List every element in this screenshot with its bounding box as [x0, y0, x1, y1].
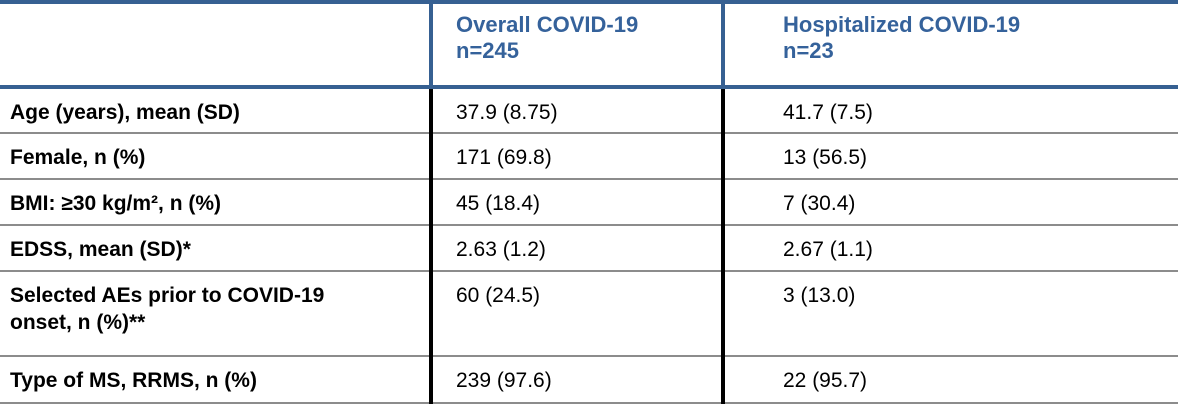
row-label: Female, n (%)	[0, 133, 431, 180]
comparison-table: Overall COVID-19 n=245 Hospitalized COVI…	[0, 0, 1178, 404]
column-header-overall-n: n=245	[456, 38, 519, 63]
hospitalized-value: 3 (13.0)	[721, 271, 1178, 357]
overall-value: 2.63 (1.2)	[429, 225, 723, 272]
column-header-overall-title: Overall COVID-19	[456, 12, 639, 37]
overall-value: 45 (18.4)	[429, 179, 723, 226]
overall-value: 239 (97.6)	[429, 356, 723, 404]
table-row: Age (years), mean (SD) 37.9 (8.75) 41.7 …	[0, 87, 1178, 134]
overall-value: 60 (24.5)	[429, 271, 723, 357]
hospitalized-value: 22 (95.7)	[721, 356, 1178, 404]
overall-value: 171 (69.8)	[429, 133, 723, 180]
table-row: Female, n (%) 171 (69.8) 13 (56.5)	[0, 133, 1178, 180]
row-label: EDSS, mean (SD)*	[0, 225, 431, 272]
header-row: Overall COVID-19 n=245 Hospitalized COVI…	[0, 2, 1178, 89]
hospitalized-value: 13 (56.5)	[721, 133, 1178, 180]
table-header: Overall COVID-19 n=245 Hospitalized COVI…	[0, 2, 1178, 89]
table-row: Type of MS, RRMS, n (%) 239 (97.6) 22 (9…	[0, 356, 1178, 404]
row-label: Selected AEs prior to COVID-19 onset, n …	[0, 271, 431, 357]
hospitalized-value: 2.67 (1.1)	[721, 225, 1178, 272]
column-header-overall: Overall COVID-19 n=245	[429, 2, 723, 89]
row-label: Type of MS, RRMS, n (%)	[0, 356, 431, 404]
table-body: Age (years), mean (SD) 37.9 (8.75) 41.7 …	[0, 87, 1178, 404]
overall-value: 37.9 (8.75)	[429, 87, 723, 134]
table-row: EDSS, mean (SD)* 2.63 (1.2) 2.67 (1.1)	[0, 225, 1178, 272]
column-header-hospitalized-title: Hospitalized COVID-19	[783, 12, 1021, 37]
column-header-hospitalized: Hospitalized COVID-19 n=23	[721, 2, 1178, 89]
hospitalized-value: 41.7 (7.5)	[721, 87, 1178, 134]
table-row: Selected AEs prior to COVID-19 onset, n …	[0, 271, 1178, 357]
hospitalized-value: 7 (30.4)	[721, 179, 1178, 226]
row-label: BMI: ≥30 kg/m², n (%)	[0, 179, 431, 226]
column-header-hospitalized-n: n=23	[783, 38, 834, 63]
table-row: BMI: ≥30 kg/m², n (%) 45 (18.4) 7 (30.4)	[0, 179, 1178, 226]
header-empty-cell	[0, 2, 431, 89]
row-label: Age (years), mean (SD)	[0, 87, 431, 134]
